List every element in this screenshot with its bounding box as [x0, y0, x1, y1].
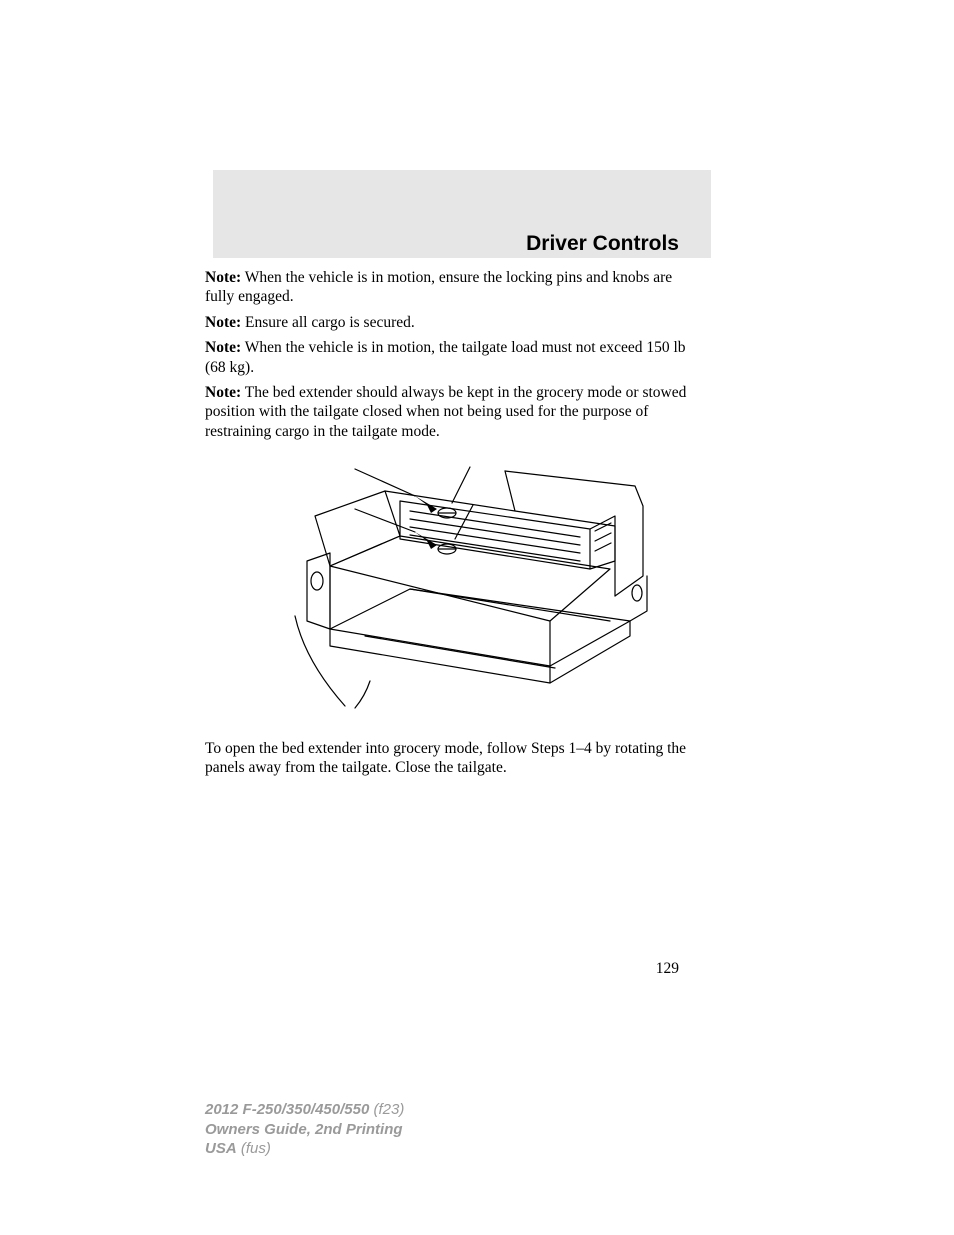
note-label: Note:: [205, 314, 241, 331]
footer-line-2: Owners Guide, 2nd Printing: [205, 1120, 404, 1140]
footer-code: (f23): [369, 1101, 404, 1118]
footer-line-1: 2012 F-250/350/450/550 (f23): [205, 1100, 404, 1120]
section-title: Driver Controls: [526, 232, 679, 256]
note-text: Ensure all cargo is secured.: [241, 314, 415, 331]
note-label: Note:: [205, 269, 241, 286]
page-number: 129: [656, 960, 679, 978]
note-3: Note: When the vehicle is in motion, the…: [205, 338, 705, 377]
note-label: Note:: [205, 384, 241, 401]
note-1: Note: When the vehicle is in motion, ens…: [205, 268, 705, 307]
bed-extender-illustration: [255, 461, 655, 721]
page: Driver Controls Note: When the vehicle i…: [0, 0, 954, 1235]
note-text: The bed extender should always be kept i…: [205, 384, 686, 440]
note-2: Note: Ensure all cargo is secured.: [205, 313, 705, 332]
content-area: Note: When the vehicle is in motion, ens…: [205, 268, 705, 784]
note-text: When the vehicle is in motion, ensure th…: [205, 269, 672, 305]
footer-region-code: (fus): [237, 1140, 271, 1157]
note-4: Note: The bed extender should always be …: [205, 383, 705, 441]
footer-model: 2012 F-250/350/450/550: [205, 1101, 369, 1118]
footer-line-3: USA (fus): [205, 1139, 404, 1159]
footer: 2012 F-250/350/450/550 (f23) Owners Guid…: [205, 1100, 404, 1159]
body-paragraph: To open the bed extender into grocery mo…: [205, 739, 705, 778]
note-text: When the vehicle is in motion, the tailg…: [205, 339, 686, 375]
footer-region: USA: [205, 1140, 237, 1157]
note-label: Note:: [205, 339, 241, 356]
